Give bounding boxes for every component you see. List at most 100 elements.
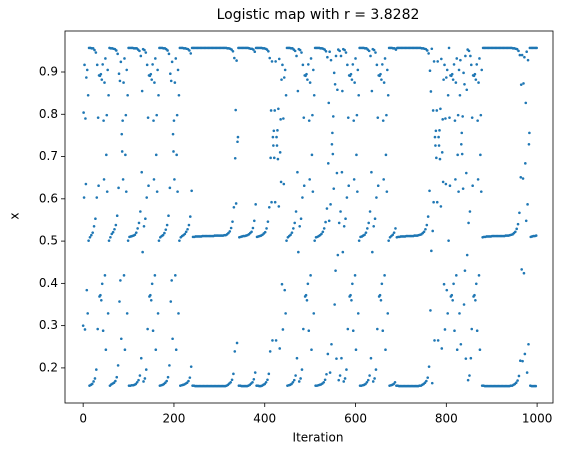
point [83, 63, 86, 67]
point [375, 63, 379, 67]
point [331, 115, 335, 118]
point [469, 63, 473, 67]
point [99, 293, 102, 297]
point [337, 378, 341, 382]
point [527, 142, 531, 146]
point [305, 72, 308, 76]
point [321, 230, 325, 234]
point [366, 378, 370, 382]
point [432, 60, 436, 63]
point [424, 227, 427, 231]
point [327, 101, 331, 105]
x-tick-label: 1000 [522, 412, 553, 426]
point [368, 374, 371, 377]
point [306, 78, 309, 81]
point [284, 312, 287, 315]
point [142, 380, 145, 383]
point [264, 380, 268, 384]
point [458, 312, 461, 315]
point [428, 69, 432, 73]
point [435, 109, 439, 112]
point [338, 49, 341, 53]
point [126, 93, 129, 97]
point [338, 374, 342, 377]
point [320, 232, 323, 236]
point [448, 184, 452, 188]
point [386, 312, 390, 315]
point [379, 298, 383, 302]
point [169, 300, 173, 303]
point [308, 178, 311, 181]
point [267, 205, 271, 209]
point [385, 190, 389, 193]
point [283, 288, 287, 292]
point [516, 379, 519, 382]
point [312, 93, 316, 97]
point [357, 239, 361, 242]
point [85, 68, 89, 72]
point [393, 380, 397, 384]
point [149, 72, 153, 76]
point [140, 170, 144, 174]
point [277, 205, 281, 208]
point [467, 49, 471, 53]
point [170, 60, 174, 64]
point [515, 227, 518, 231]
point [95, 196, 99, 199]
point [331, 131, 334, 135]
point [339, 54, 343, 58]
point [443, 328, 447, 331]
point [438, 129, 441, 132]
point [273, 200, 277, 204]
point [301, 196, 304, 199]
point [460, 152, 464, 156]
point [302, 327, 305, 331]
point [118, 79, 122, 83]
point [451, 298, 454, 302]
point [301, 63, 305, 67]
point [478, 348, 482, 352]
point [455, 57, 459, 60]
point [145, 196, 149, 199]
point [464, 54, 467, 58]
point [143, 377, 147, 380]
point [519, 175, 523, 179]
point [236, 140, 239, 144]
point [92, 225, 96, 228]
point [344, 217, 347, 220]
point [326, 162, 330, 165]
point [96, 116, 100, 119]
point [464, 171, 468, 175]
point [272, 156, 276, 160]
point [93, 48, 96, 52]
point [296, 170, 299, 174]
point [346, 327, 350, 331]
point [422, 230, 426, 234]
point [268, 56, 272, 60]
point [116, 52, 119, 56]
point [438, 157, 442, 161]
point [169, 79, 173, 83]
point [174, 57, 178, 60]
point [376, 184, 380, 188]
point [278, 347, 282, 350]
point [440, 151, 444, 154]
point [296, 89, 300, 93]
point [369, 356, 373, 360]
point [272, 129, 276, 133]
point [173, 178, 176, 181]
point [298, 225, 301, 228]
point [343, 377, 347, 380]
point [456, 113, 460, 117]
point [518, 211, 521, 215]
point [171, 337, 174, 341]
point [425, 49, 429, 52]
point [235, 59, 238, 62]
point [425, 223, 429, 227]
point [346, 116, 350, 119]
point [375, 196, 378, 199]
point [373, 217, 377, 220]
point [293, 49, 297, 53]
point [383, 57, 387, 60]
y-tick-label: 0.6 [39, 191, 58, 205]
